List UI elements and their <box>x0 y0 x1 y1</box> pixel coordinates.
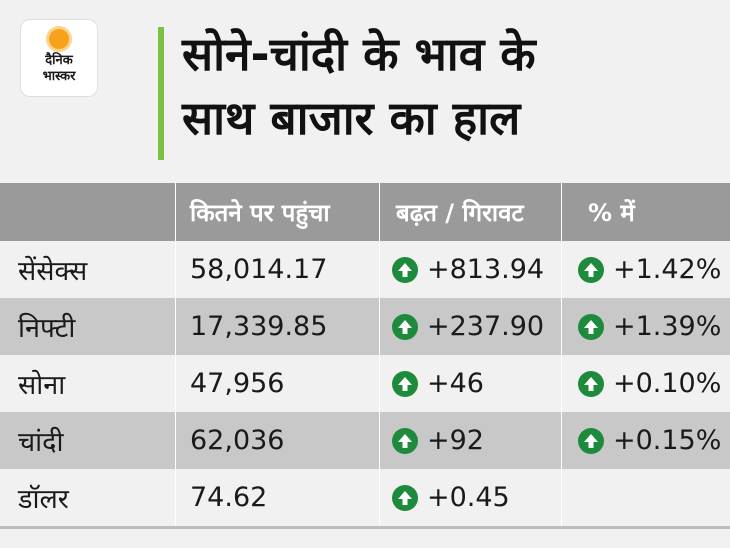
percent-value: +1.39% <box>613 311 722 342</box>
row-value: 74.62 <box>190 482 268 513</box>
row-name: सोना <box>18 370 66 401</box>
up-arrow-icon <box>392 256 418 283</box>
row-value: 62,036 <box>190 425 285 456</box>
row-percent: +1.39% <box>578 298 721 355</box>
table-bottom-border <box>0 526 730 529</box>
header-value: कितने पर पहुंचा <box>190 198 330 227</box>
up-arrow-icon <box>392 370 418 397</box>
up-arrow-icon <box>392 313 418 340</box>
column-divider <box>561 183 562 526</box>
logo-text-line2: भास्कर <box>42 69 76 84</box>
title-accent-bar <box>158 27 164 160</box>
table-row-nifty: निफ्टी 17,339.85 +237.90 +1.39% <box>0 298 730 355</box>
row-name: डॉलर <box>18 484 69 515</box>
row-change: +92 <box>392 412 484 469</box>
logo-text-line1: दैनिक <box>45 53 73 68</box>
row-change: +237.90 <box>392 298 544 355</box>
up-arrow-icon <box>392 484 418 511</box>
title-line-2: साथ बाजार का हाल <box>182 91 521 145</box>
table-row-gold: सोना 47,956 +46 +0.10% <box>0 355 730 412</box>
change-value: +92 <box>427 425 484 456</box>
page-title: सोने-चांदी के भाव के साथ बाजार का हाल <box>182 22 722 150</box>
row-change: +813.94 <box>392 241 544 298</box>
up-arrow-icon <box>578 370 604 397</box>
row-change: +46 <box>392 355 484 412</box>
up-arrow-icon <box>392 427 418 454</box>
percent-value: +1.42% <box>613 254 722 285</box>
title-line-1: सोने-चांदी के भाव के <box>182 27 536 81</box>
row-name: सेंसेक्स <box>18 256 88 287</box>
table-row-silver: चांदी 62,036 +92 +0.15% <box>0 412 730 469</box>
header: दैनिक भास्कर सोने-चांदी के भाव के साथ बा… <box>0 0 730 183</box>
percent-value: +0.10% <box>613 368 722 399</box>
sun-icon <box>49 29 69 49</box>
row-change: +0.45 <box>392 469 510 526</box>
table-row-sensex: सेंसेक्स 58,014.17 +813.94 +1.42% <box>0 241 730 298</box>
row-value: 58,014.17 <box>190 254 328 285</box>
column-divider <box>379 183 380 526</box>
table-row-dollar: डॉलर 74.62 +0.45 <box>0 469 730 526</box>
table-header-row: कितने पर पहुंचा बढ़त / गिरावट % में <box>0 183 730 241</box>
change-value: +237.90 <box>427 311 545 342</box>
column-divider <box>175 183 176 526</box>
header-change: बढ़त / गिरावट <box>396 198 524 227</box>
row-percent: +0.10% <box>578 355 721 412</box>
up-arrow-icon <box>578 313 604 340</box>
dainik-bhaskar-logo[interactable]: दैनिक भास्कर <box>20 19 98 97</box>
row-percent: +0.15% <box>578 412 721 469</box>
header-percent: % में <box>588 198 635 227</box>
row-value: 17,339.85 <box>190 311 328 342</box>
change-value: +46 <box>427 368 484 399</box>
up-arrow-icon <box>578 427 604 454</box>
row-value: 47,956 <box>190 368 285 399</box>
change-value: +0.45 <box>427 482 510 513</box>
row-name: चांदी <box>18 427 64 458</box>
row-name: निफ्टी <box>18 313 76 344</box>
percent-value: +0.15% <box>613 425 722 456</box>
row-percent: +1.42% <box>578 241 721 298</box>
up-arrow-icon <box>578 256 604 283</box>
change-value: +813.94 <box>427 254 545 285</box>
market-table: कितने पर पहुंचा बढ़त / गिरावट % में सेंस… <box>0 183 730 548</box>
